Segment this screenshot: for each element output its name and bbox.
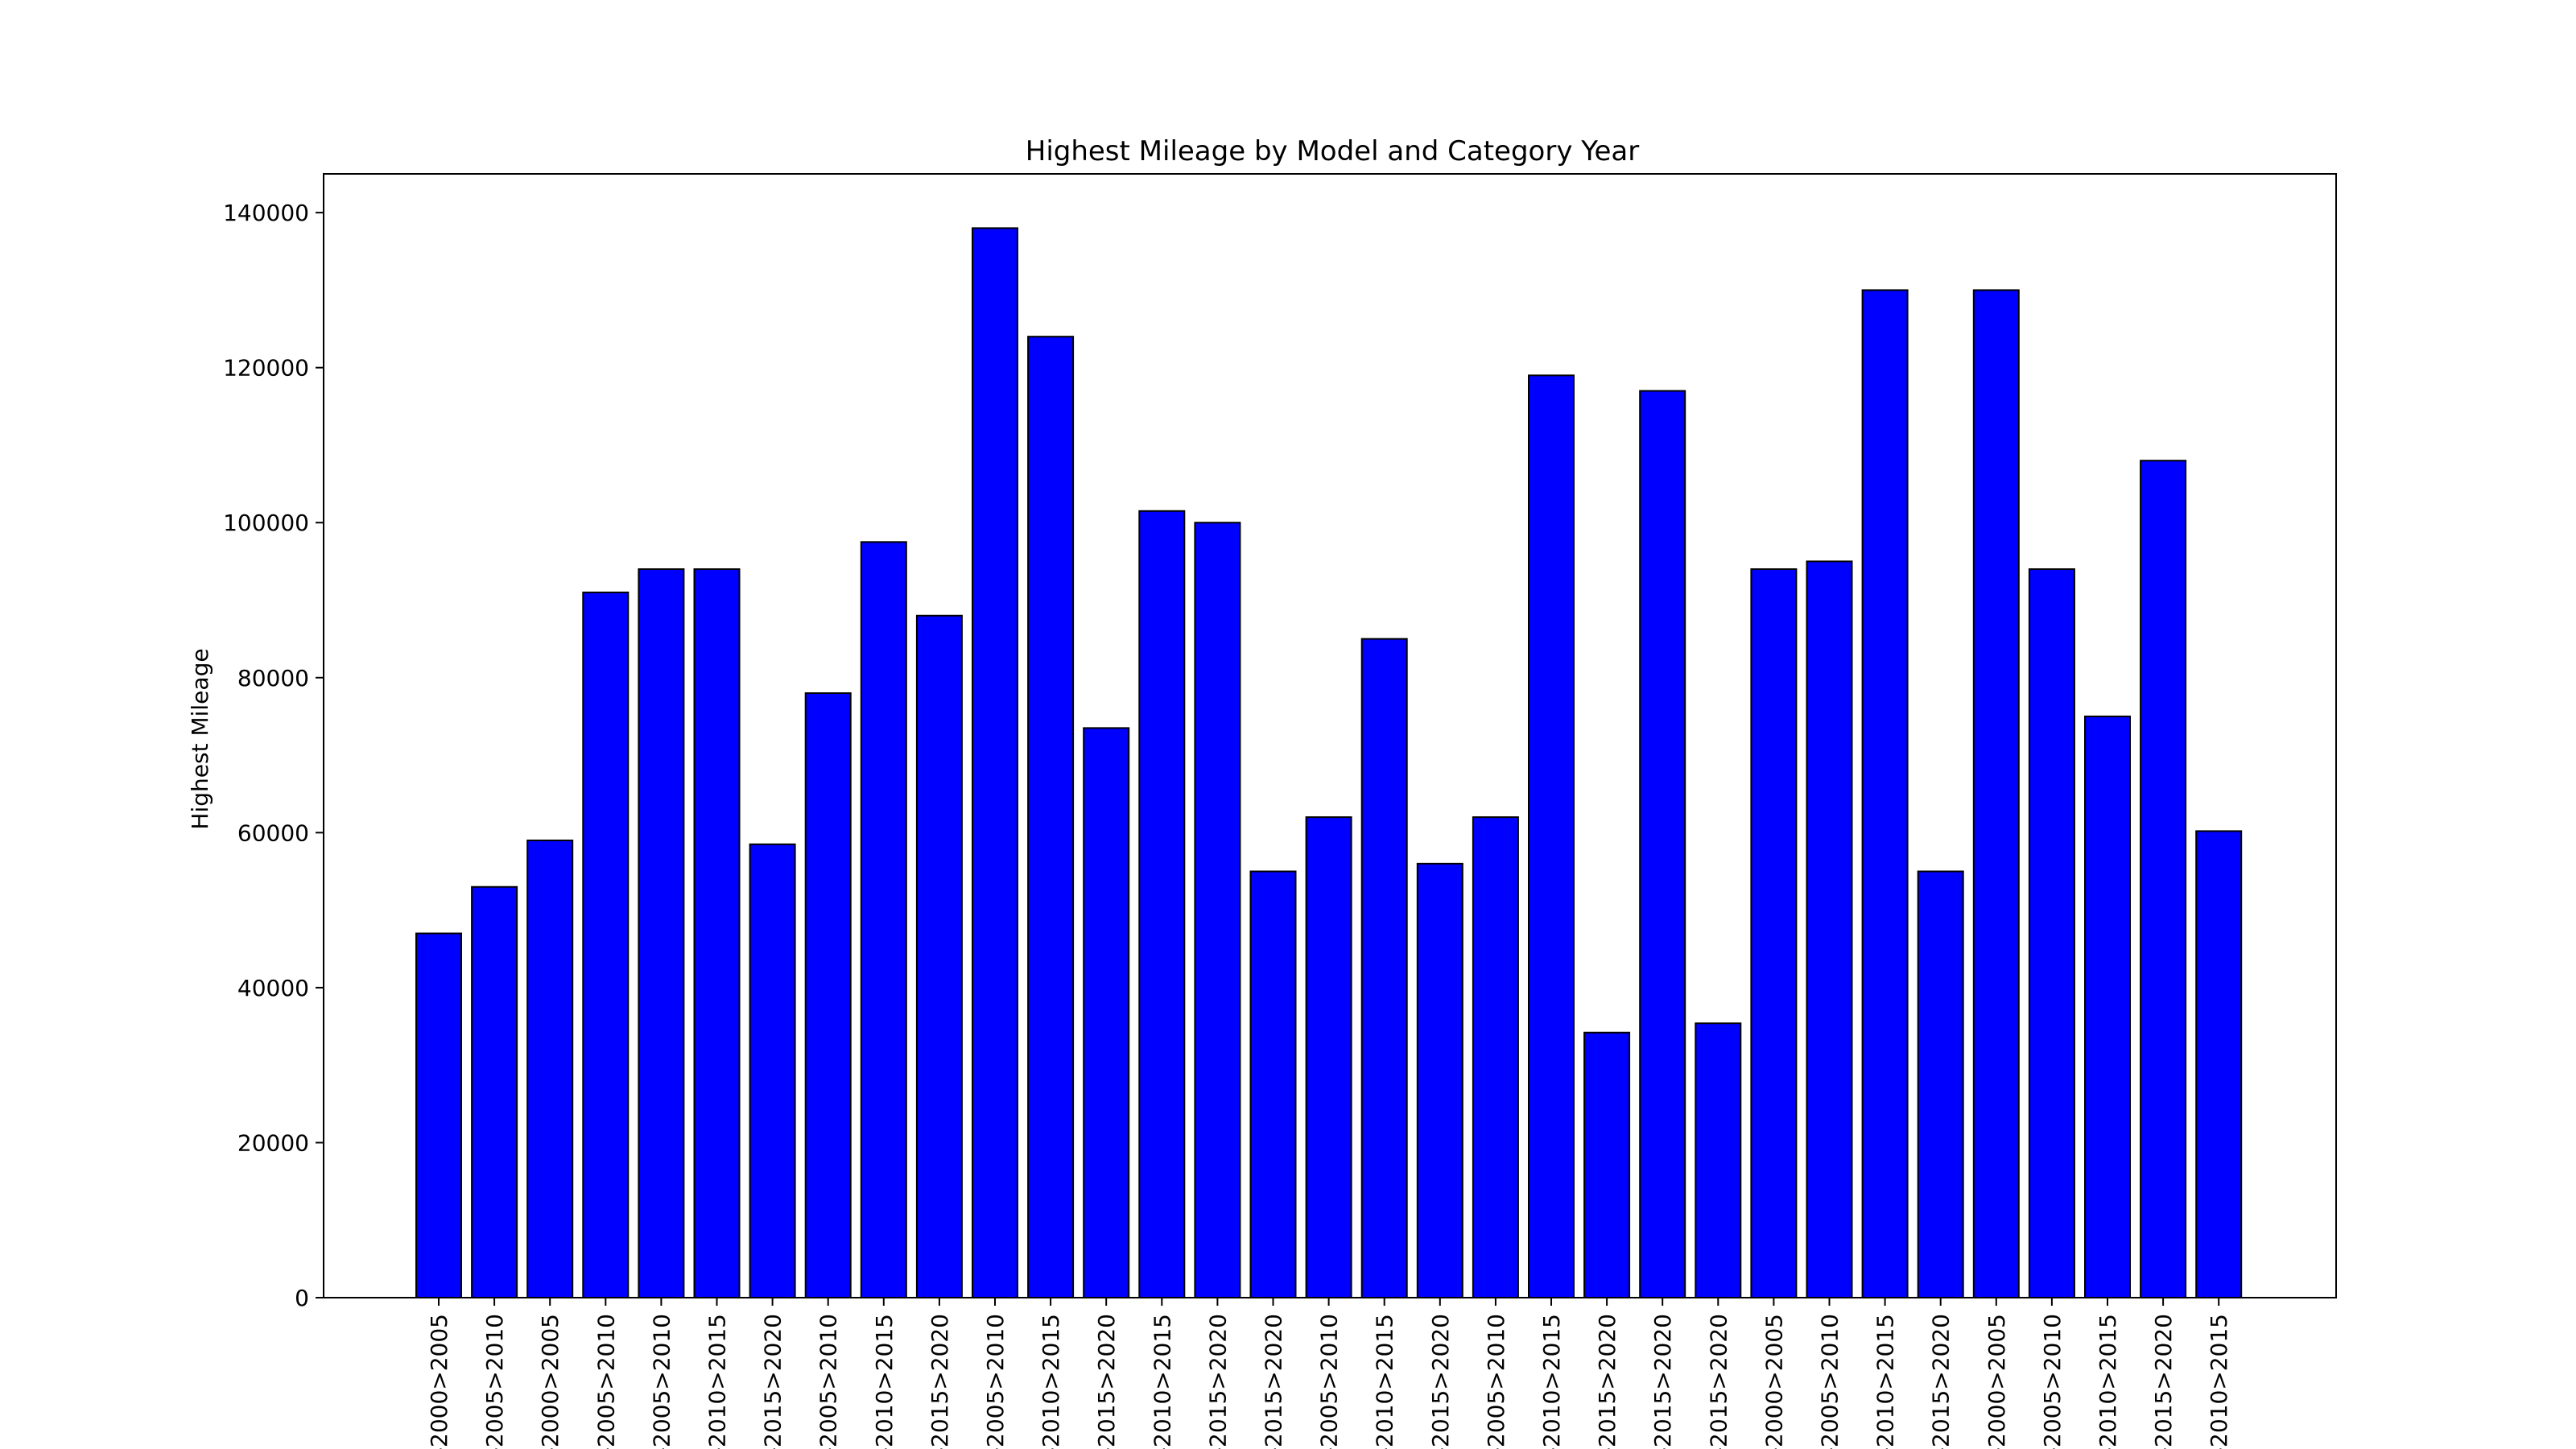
- x-tick-label: -2015>2020: [1204, 1314, 1231, 1449]
- x-tick-label: -2005>2010: [481, 1314, 508, 1449]
- x-tick-label: -2005>2010: [1817, 1314, 1843, 1449]
- bar: [1305, 816, 1352, 1298]
- x-tick-label: -2010>2015: [2206, 1314, 2232, 1449]
- x-tick-label: -2005>2010: [982, 1314, 1009, 1449]
- y-tick-label: 140000: [223, 200, 309, 226]
- x-tick-label: -2015>2020: [927, 1314, 953, 1449]
- bar: [1360, 638, 1408, 1298]
- bar: [972, 227, 1018, 1299]
- bar: [1639, 390, 1686, 1299]
- x-tick-label: -2015>2020: [1928, 1314, 1955, 1449]
- bar: [638, 568, 685, 1298]
- x-tick-label: -2010>2015: [1538, 1314, 1565, 1449]
- bar: [1583, 1031, 1631, 1299]
- bar: [1027, 336, 1075, 1298]
- x-tick-label: -2005>2010: [648, 1314, 675, 1449]
- y-tick-label: 20000: [237, 1129, 309, 1156]
- bar: [2028, 568, 2075, 1298]
- y-axis-label: Highest Mileage: [187, 648, 213, 829]
- x-tick-label: -2000>2005: [1984, 1314, 2010, 1449]
- x-tick-label: -2010>2015: [1372, 1314, 1398, 1449]
- x-tick-label: -2010>2015: [2095, 1314, 2121, 1449]
- bar: [1806, 560, 1853, 1298]
- x-tick-label: -2015>2020: [1649, 1314, 1676, 1449]
- x-tick-label: -2005>2010: [1483, 1314, 1509, 1449]
- plot-area-frame: [323, 173, 2337, 1298]
- x-tick-label: -2015>2020: [1261, 1314, 1287, 1449]
- bar: [2084, 715, 2131, 1298]
- bar: [2195, 830, 2243, 1298]
- bar: [526, 839, 574, 1298]
- x-tick-label: -2015>2020: [1093, 1314, 1120, 1449]
- y-tick-label: 60000: [237, 819, 309, 846]
- x-tick-label: -2010>2015: [1872, 1314, 1899, 1449]
- x-tick-label: -2000>2005: [426, 1314, 452, 1449]
- bar: [582, 591, 630, 1298]
- bar-series: [415, 227, 2243, 1299]
- bar: [1249, 870, 1297, 1298]
- bar: [1416, 862, 1463, 1299]
- y-tick-label: 80000: [237, 665, 309, 691]
- x-axis-ticks: -2000>2005 -2005>2010 -2000>2005 -2005>2010…: [426, 1298, 2232, 1449]
- bar: [749, 843, 796, 1299]
- x-tick-label: -2015>2020: [1594, 1314, 1620, 1449]
- x-tick-label: -2005>2010: [815, 1314, 842, 1449]
- bar: [1138, 510, 1186, 1298]
- bar: [1972, 289, 2020, 1298]
- bar: [471, 886, 518, 1298]
- bar: [804, 692, 852, 1298]
- bar: [693, 568, 741, 1298]
- x-tick-label: -2005>2010: [592, 1314, 619, 1449]
- x-tick-label: -2010>2015: [871, 1314, 898, 1449]
- bar: [1917, 870, 1964, 1298]
- x-tick-label: -2000>2005: [537, 1314, 564, 1449]
- x-tick-label: -2010>2015: [1038, 1314, 1064, 1449]
- bar: [860, 541, 907, 1298]
- x-tick-label: -2015>2020: [2150, 1314, 2177, 1449]
- y-tick-label: 0: [295, 1285, 309, 1311]
- bar: [1083, 727, 1130, 1298]
- x-tick-label: -2015>2020: [1705, 1314, 1732, 1449]
- bar: [1750, 568, 1798, 1298]
- bar: [1472, 816, 1519, 1298]
- x-tick-label: -2005>2010: [1316, 1314, 1343, 1449]
- bar: [1528, 374, 1575, 1298]
- x-tick-label: -2010>2015: [704, 1314, 731, 1449]
- bar: [2140, 460, 2187, 1298]
- bar: [1194, 522, 1241, 1298]
- y-tick-label: 40000: [237, 975, 309, 1001]
- x-tick-label: -2015>2020: [760, 1314, 786, 1449]
- chart-title: Highest Mileage by Model and Category Ye…: [1026, 135, 1639, 167]
- bar: [915, 614, 963, 1298]
- x-tick-label: -2005>2010: [2039, 1314, 2066, 1449]
- x-tick-label: -2000>2005: [1761, 1314, 1787, 1449]
- y-tick-label: 100000: [223, 510, 309, 536]
- bar: [415, 932, 462, 1298]
- bar: [1861, 289, 1909, 1298]
- bar: [1695, 1022, 1742, 1299]
- x-tick-label: -2010>2015: [1149, 1314, 1175, 1449]
- y-axis-ticks: 0 20000 40000 60000 80000 100000 120000 140000: [223, 200, 324, 1311]
- x-tick-label: -2015>2020: [1427, 1314, 1454, 1449]
- y-tick-label: 120000: [223, 355, 309, 382]
